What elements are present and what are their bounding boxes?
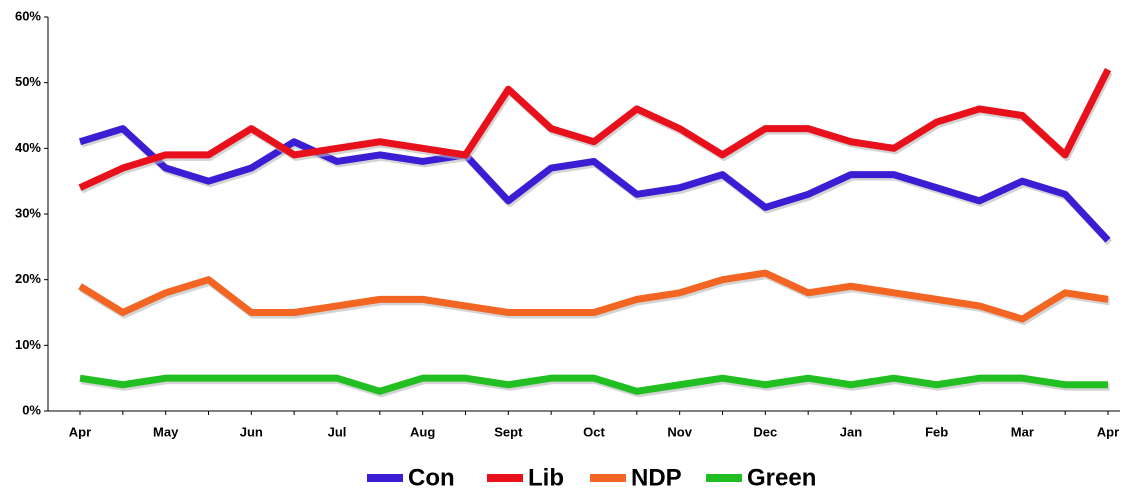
x-tick-label: Dec xyxy=(753,424,777,439)
legend-label: Con xyxy=(408,464,455,491)
y-tick-label: 0% xyxy=(22,402,41,417)
series-line xyxy=(78,125,1111,243)
x-tick-label: Jan xyxy=(840,424,862,439)
y-tick-label: 10% xyxy=(15,337,41,352)
x-tick-label: Mar xyxy=(1011,424,1034,439)
legend-label: NDP xyxy=(631,464,682,491)
y-tick-label: 50% xyxy=(15,74,41,89)
x-tick-label: Nov xyxy=(667,424,692,439)
x-tick-label: Aug xyxy=(410,424,435,439)
x-tick-label: May xyxy=(153,424,179,439)
series-line xyxy=(78,67,1112,191)
x-tick-label: Jun xyxy=(240,424,263,439)
x-tick-label: Apr xyxy=(1097,424,1119,439)
x-tick-label: Oct xyxy=(583,424,605,439)
y-tick-label: 40% xyxy=(15,140,41,155)
series-line xyxy=(79,374,1108,395)
y-tick-label: 30% xyxy=(15,205,41,220)
x-tick-label: Feb xyxy=(925,424,948,439)
series-line xyxy=(78,269,1109,323)
y-tick-label: 20% xyxy=(15,271,41,286)
legend-label: Lib xyxy=(528,464,564,491)
x-tick-label: Apr xyxy=(69,424,91,439)
x-tick-label: Sept xyxy=(494,424,523,439)
legend-label: Green xyxy=(747,464,816,491)
x-tick-label: Jul xyxy=(328,424,347,439)
line-shadow xyxy=(80,127,1113,246)
y-tick-label: 60% xyxy=(15,8,41,23)
